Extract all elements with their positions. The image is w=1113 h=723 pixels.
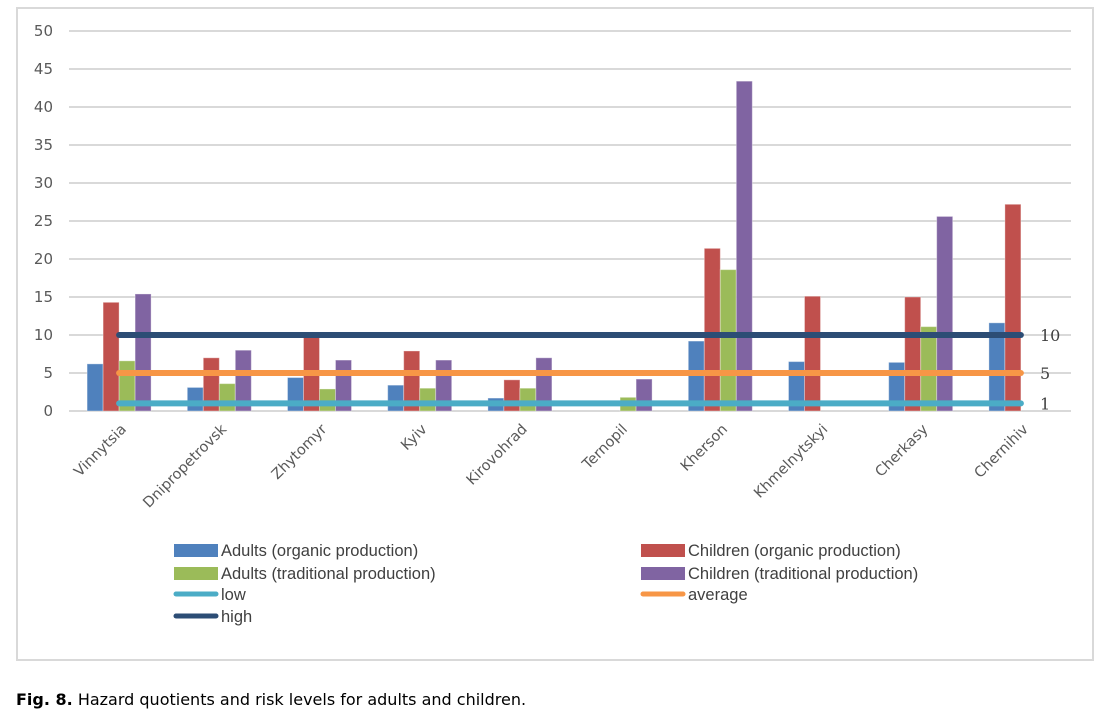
x-tick-label: Vinnytsia (71, 422, 130, 481)
legend-label: high (221, 608, 252, 626)
x-tick-label: Ternopil (579, 422, 631, 474)
legend-swatch (641, 567, 685, 580)
legend: Adults (organic production) Children (org… (173, 542, 918, 626)
caption-text: Hazard quotients and risk levels for adu… (72, 690, 527, 709)
legend-label: low (221, 586, 246, 604)
y-tick-label: 10 (34, 326, 53, 344)
x-tick-label: Kyiv (398, 421, 431, 454)
chart-frame (16, 7, 1094, 661)
bar (403, 350, 421, 412)
x-tick-label: Khmelnytskyi (751, 422, 831, 502)
legend-item-adults-organic: Adults (organic production) (174, 542, 418, 560)
x-tick-label: Chernihiv (972, 421, 1032, 481)
figure-number: Fig. 8. (16, 690, 73, 709)
x-tick-label: Zhytomyr (269, 421, 330, 482)
bar (234, 349, 252, 412)
y-tick-label: 25 (34, 212, 53, 230)
legend-swatch (174, 567, 218, 580)
x-tick-label: Kherson (678, 422, 731, 475)
x-axis-labels: Vinnytsia Dnipropetrovsk Zhytomyr Kyiv Kirov… (71, 421, 1032, 511)
figure-caption: Fig. 8. Hazard quotients and risk levels… (16, 690, 526, 709)
y-tick-label: 20 (34, 250, 53, 268)
average-reference-label: 5 (1040, 364, 1050, 383)
bar (218, 383, 236, 412)
bar (703, 247, 721, 412)
legend-label: Children (organic production) (688, 542, 901, 560)
bar (102, 301, 120, 412)
bar (804, 295, 821, 412)
legend-label: Adults (traditional production) (221, 565, 436, 583)
legend-item-adults-traditional: Adults (traditional production) (174, 565, 436, 583)
bar (936, 215, 954, 412)
y-tick-label: 50 (34, 22, 53, 40)
bar (86, 363, 104, 412)
y-axis-ticks: 0 5 10 15 20 25 30 35 40 45 50 (34, 22, 53, 420)
y-tick-label: 40 (34, 98, 53, 116)
legend-label: Children (traditional production) (688, 565, 918, 583)
legend-item-low: low (173, 586, 246, 604)
x-tick-label: Kirovohrad (464, 422, 531, 489)
bar (134, 293, 152, 412)
bar (904, 296, 922, 412)
bar (319, 388, 336, 412)
y-tick-label: 45 (34, 60, 53, 78)
bar (719, 269, 737, 412)
y-tick-label: 15 (34, 288, 53, 306)
bars (86, 80, 1022, 412)
y-tick-label: 35 (34, 136, 53, 154)
legend-item-high: high (173, 608, 252, 626)
y-tick-label: 30 (34, 174, 53, 192)
bar (519, 387, 537, 412)
legend-item-children-traditional: Children (traditional production) (641, 565, 918, 583)
low-reference-label: 1 (1040, 394, 1050, 413)
legend-swatch (641, 544, 685, 557)
legend-item-average: average (640, 586, 748, 604)
y-tick-label: 5 (43, 364, 53, 382)
bar (387, 384, 405, 412)
bar (735, 80, 753, 412)
bar (920, 326, 938, 412)
bar (419, 387, 437, 412)
bar (1004, 203, 1022, 412)
legend-swatch (174, 544, 218, 557)
x-tick-label: Cherkasy (873, 421, 932, 480)
y-tick-label: 0 (43, 402, 53, 420)
x-tick-label: Dnipropetrovsk (140, 421, 230, 511)
legend-item-children-organic: Children (organic production) (641, 542, 901, 560)
high-reference-label: 10 (1040, 326, 1060, 345)
bar (186, 386, 204, 412)
legend-label: average (688, 586, 748, 604)
legend-label: Adults (organic production) (221, 542, 418, 560)
